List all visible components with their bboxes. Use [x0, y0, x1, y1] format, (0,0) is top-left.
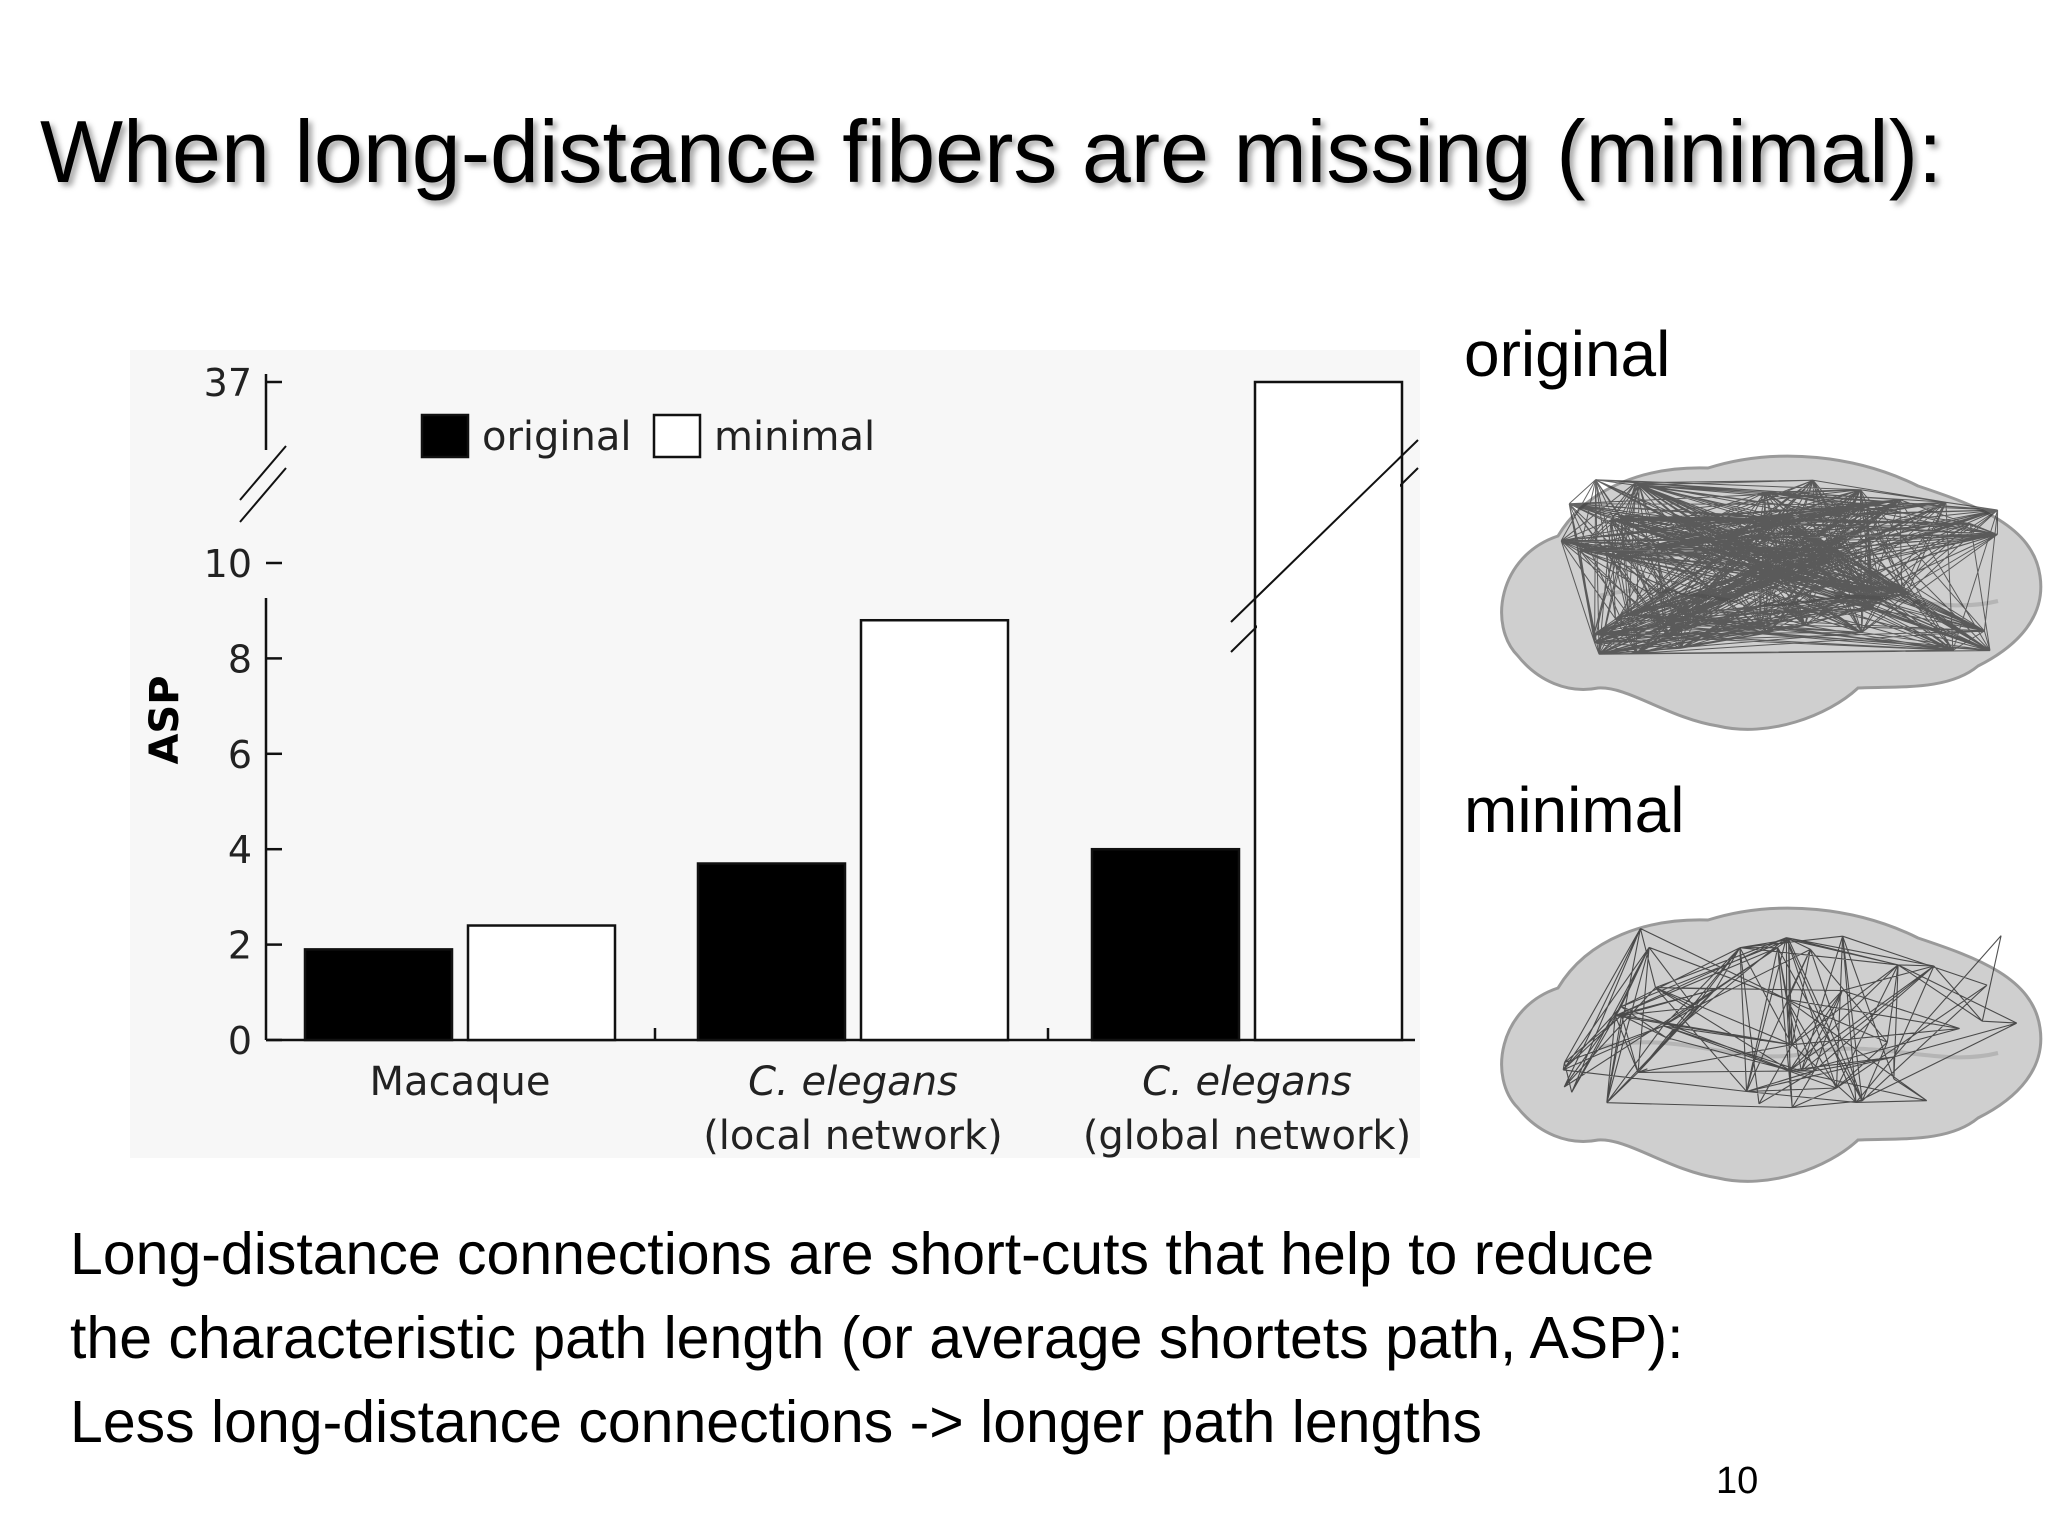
y-tick-label: 0: [228, 1019, 252, 1063]
legend-label-minimal: minimal: [714, 414, 875, 460]
body-text: Long-distance connections are short-cuts…: [70, 1212, 2030, 1464]
bar-original-0: [303, 948, 454, 1042]
bar-break-gap: [1257, 475, 1400, 638]
bar-minimal-0: [466, 924, 617, 1042]
page-number: 10: [1716, 1460, 1759, 1502]
brain-label-minimal: minimal: [1464, 774, 1685, 846]
network-edges: [1562, 928, 2018, 1109]
bar-minimal-2: [1253, 380, 1404, 1042]
legend-label-original: original: [482, 414, 632, 460]
x-category-label: C. elegans: [748, 1059, 958, 1105]
bar-original-2: [1090, 847, 1241, 1042]
y-tick-label: 8: [228, 637, 252, 681]
network-connections: [1562, 928, 2018, 1109]
y-tick-label: 6: [228, 733, 252, 777]
brain-network-original-image: [1500, 454, 2043, 731]
bar-original-1: [696, 862, 847, 1042]
network-edges: [1560, 479, 1999, 655]
y-axis-break-mark: [239, 445, 287, 501]
body-line-3: Less long-distance connections -> longer…: [70, 1389, 1482, 1455]
asp-bar-chart: 0 2 4 6 8 10 37 ASP Macaque C. elegans (local netw…: [130, 350, 1420, 1158]
bar-minimal-1: [859, 618, 1010, 1042]
y-axis-label: ASP: [142, 675, 188, 764]
y-tick-label: 4: [228, 828, 252, 872]
y-tick-label: 37: [204, 361, 252, 405]
brain-network-minimal-image: [1500, 906, 2043, 1183]
y-axis-break-mark: [239, 467, 287, 523]
network-connections: [1560, 479, 1999, 655]
body-line-2: the characteristic path length (or avera…: [70, 1305, 1684, 1371]
x-category-sublabel: (global network): [1083, 1113, 1411, 1158]
body-line-1: Long-distance connections are short-cuts…: [70, 1221, 1655, 1287]
slide-title: When long-distance fibers are missing (m…: [40, 102, 1943, 201]
legend-swatch-original: [420, 413, 470, 459]
x-category-sublabel: (local network): [703, 1113, 1003, 1158]
brain-outline-shape: [1500, 906, 2043, 1183]
y-tick-label: 2: [228, 924, 252, 968]
legend-swatch-minimal: [652, 413, 702, 459]
brain-label-original: original: [1464, 318, 1671, 390]
x-category-label: Macaque: [370, 1059, 551, 1105]
chart-canvas: 0 2 4 6 8 10 37 ASP Macaque C. elegans (local netw…: [142, 361, 1419, 1158]
y-tick-label: 10: [204, 542, 252, 586]
bar-break-mark: [1230, 439, 1419, 623]
x-category-label: C. elegans: [1142, 1059, 1352, 1105]
